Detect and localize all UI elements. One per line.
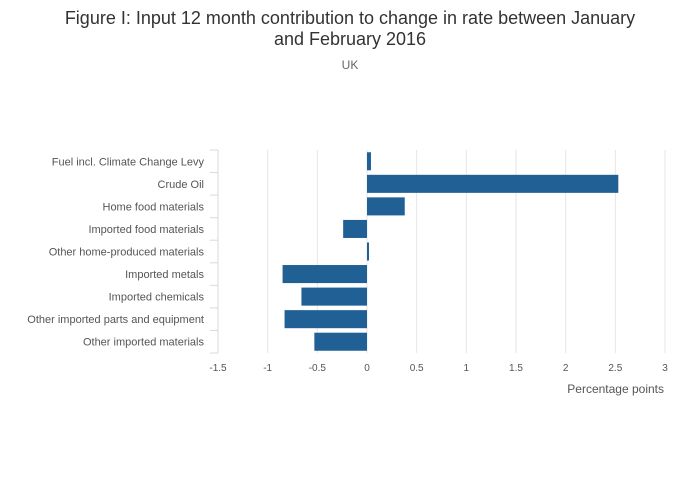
x-tick-label: 0.5 — [410, 363, 424, 374]
category-label: Imported food materials — [88, 224, 204, 236]
x-tick-label: 2 — [563, 363, 569, 374]
x-tick-label: 3 — [662, 363, 668, 374]
category-label: Other imported parts and equipment — [27, 314, 204, 326]
category-label: Other imported materials — [83, 337, 205, 349]
x-tick-label: 2.5 — [608, 363, 622, 374]
bar — [367, 242, 369, 261]
x-tick-label: 1.5 — [509, 363, 523, 374]
x-tick-label: 1 — [464, 363, 470, 374]
x-tick-label: 0 — [364, 363, 370, 374]
y-axis — [210, 149, 219, 354]
chart-title-line-1: Figure I: Input 12 month contribution to… — [65, 8, 635, 28]
bar — [314, 332, 367, 351]
chart-title-line-2: and February 2016 — [274, 29, 426, 49]
category-label: Fuel incl. Climate Change Levy — [52, 156, 205, 168]
category-label: Imported metals — [125, 269, 204, 281]
category-label: Home food materials — [103, 201, 205, 213]
bar — [282, 265, 367, 284]
category-label: Other home-produced materials — [49, 247, 205, 259]
bars — [282, 152, 619, 351]
x-tick-labels: -1.5 -1 -0.5 0 0.5 1 1.5 2 2.5 3 — [209, 363, 668, 374]
chart-subtitle: UK — [342, 58, 359, 72]
bar — [301, 287, 367, 306]
bar — [284, 310, 367, 329]
x-tick-label: -1.5 — [209, 363, 227, 374]
bar — [367, 174, 619, 193]
bar — [367, 197, 405, 216]
category-label: Crude Oil — [158, 179, 204, 191]
x-tick-label: -0.5 — [309, 363, 327, 374]
bar — [367, 152, 371, 171]
bar — [343, 219, 367, 238]
category-labels: Fuel incl. Climate Change Levy Crude Oil H… — [27, 156, 204, 348]
x-axis-title: Percentage points — [567, 382, 664, 396]
category-label: Imported chemicals — [109, 292, 205, 304]
x-tick-label: -1 — [263, 363, 272, 374]
